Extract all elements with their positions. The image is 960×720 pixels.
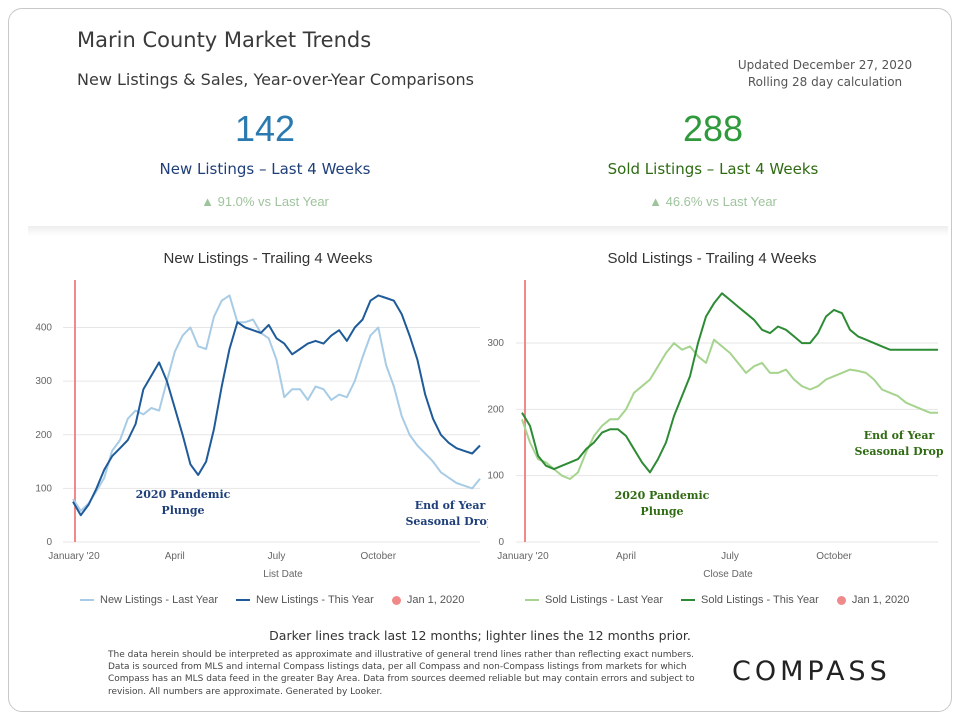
legend-item-new-last-year[interactable]: New Listings - Last Year <box>80 594 218 606</box>
sold-chart-y-tick-label: 200 <box>488 404 504 415</box>
chart-new-title: New Listings - Trailing 4 Weeks <box>163 250 373 267</box>
new-chart-x-tick-label: April <box>165 551 185 562</box>
sold-chart-annotation: Seasonal Drop <box>854 445 943 458</box>
updated-date: Updated December 27, 2020 <box>737 58 913 72</box>
disclaimer-text: The data herein should be interpreted as… <box>108 650 695 697</box>
sold-listings-chart: 0 100 200 300 January '20 April July October Clo… <box>488 280 944 580</box>
legend-sold: Sold Listings - Last Year Sold Listings … <box>525 594 909 606</box>
new-chart-x-tick-label: January '20 <box>48 551 100 562</box>
kpi-new-listings-value: 142 <box>234 108 296 149</box>
kpi-new-listings-change: ▲ 91.0% vs Last Year <box>201 194 329 209</box>
panel-divider <box>28 226 948 236</box>
sold-chart-series-this-year-line <box>521 292 938 474</box>
sold-chart-annotation: Plunge <box>640 505 683 518</box>
sold-chart-x-axis-label: Close Date <box>703 569 753 580</box>
update-info: Updated December 27, 2020 Rolling 28 day… <box>710 57 940 91</box>
new-chart-y-tick-label: 400 <box>35 323 52 334</box>
report-frame <box>8 8 952 712</box>
kpi-sold-listings-value: 288 <box>682 108 744 149</box>
legend-item-sold-last-year[interactable]: Sold Listings - Last Year <box>525 594 663 606</box>
legend-label-sold-last-year: Sold Listings - Last Year <box>545 594 664 606</box>
kpi-new-listings: 142 New Listings – Last 4 Weeks ▲ 91.0% … <box>100 108 430 209</box>
legend-swatch-new-marker <box>391 595 401 605</box>
compass-logo: COMPASS <box>732 656 891 687</box>
new-chart-series-last-year-line <box>72 294 481 512</box>
new-chart-x-tick-label: July <box>268 551 286 562</box>
new-chart-annotation: 2020 Pandemic <box>136 488 231 501</box>
kpi-sold-listings-change: ▲ 46.6% vs Last Year <box>649 194 777 209</box>
kpi-sold-listings-label: Sold Listings – Last 4 Weeks <box>607 160 819 178</box>
legend-swatch-sold-last-year <box>525 599 539 601</box>
legend-item-new-marker[interactable]: Jan 1, 2020 <box>391 594 465 606</box>
new-listings-chart: 0 100 200 300 400 January '20 April July October… <box>35 280 488 580</box>
new-chart-series-this-year-line <box>72 294 481 517</box>
page-title: Marin County Market Trends <box>77 28 372 52</box>
new-chart-y-tick-label: 300 <box>35 376 52 387</box>
sold-chart-series-last-year-line <box>521 338 938 480</box>
legend-item-sold-this-year[interactable]: Sold Listings - This Year <box>681 594 819 606</box>
legend-swatch-new-last-year <box>80 599 94 601</box>
legend-swatch-sold-marker <box>836 595 846 605</box>
legend-item-new-this-year[interactable]: New Listings - This Year <box>236 594 374 606</box>
new-chart-y-tick-label: 200 <box>35 430 52 441</box>
sold-chart-y-tick-label: 300 <box>488 338 504 349</box>
legend-label-new-marker: Jan 1, 2020 <box>406 594 465 606</box>
new-chart-annotation: Seasonal Drop <box>405 515 488 528</box>
legend-label-new-this-year: New Listings - This Year <box>256 594 374 606</box>
sold-chart-x-tick-label: January '20 <box>497 551 549 562</box>
kpi-new-listings-label: New Listings – Last 4 Weeks <box>159 160 371 178</box>
sold-chart-annotation: 2020 Pandemic <box>615 489 710 502</box>
new-chart-y-tick-label: 100 <box>35 483 52 494</box>
sold-chart-x-tick-label: July <box>721 551 739 562</box>
legend-swatch-new-this-year <box>236 599 251 601</box>
sold-chart-y-tick-label: 100 <box>488 471 504 482</box>
legend-item-sold-marker[interactable]: Jan 1, 2020 <box>836 594 910 606</box>
legend-new: New Listings - Last Year New Listings - … <box>80 594 464 606</box>
new-chart-annotation: Plunge <box>161 504 204 517</box>
legend-swatch-sold-this-year <box>681 599 696 601</box>
sold-chart-x-tick-label: October <box>816 551 852 562</box>
legend-label-sold-marker: Jan 1, 2020 <box>851 594 910 606</box>
legend-label-new-last-year: New Listings - Last Year <box>100 594 219 606</box>
chart-sold-title: Sold Listings - Trailing 4 Weeks <box>607 250 817 267</box>
sold-chart-x-tick-label: April <box>616 551 636 562</box>
new-chart-annotation: End of Year <box>415 499 486 512</box>
new-chart-x-tick-label: October <box>360 551 396 562</box>
legend-label-sold-this-year: Sold Listings - This Year <box>701 594 819 606</box>
new-chart-x-axis-label: List Date <box>263 569 303 580</box>
sold-chart-annotation: End of Year <box>864 429 935 442</box>
new-chart-y-tick-label: 0 <box>46 537 52 548</box>
sold-chart-y-tick-label: 0 <box>498 537 504 548</box>
kpi-sold-listings: 288 Sold Listings – Last 4 Weeks ▲ 46.6%… <box>548 108 878 209</box>
footer-note: Darker lines track last 12 months; light… <box>269 628 691 643</box>
page-subtitle: New Listings & Sales, Year-over-Year Com… <box>77 70 474 89</box>
rolling-calc-note: Rolling 28 day calculation <box>747 75 903 89</box>
